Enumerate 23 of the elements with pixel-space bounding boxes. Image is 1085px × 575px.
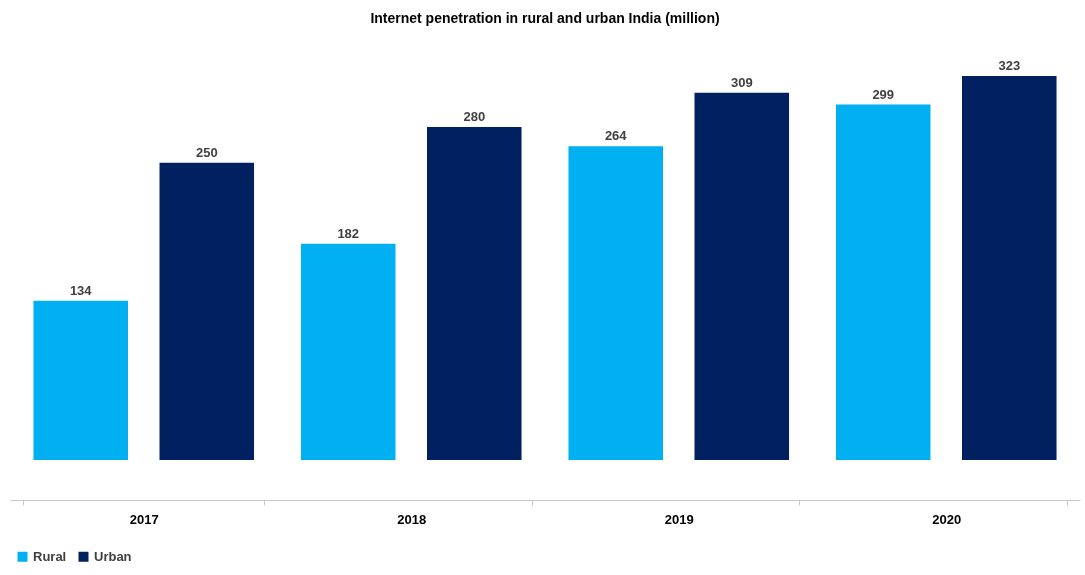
chart-title: Internet penetration in rural and urban India (million) (370, 10, 720, 26)
data-label: 134 (69, 282, 93, 298)
legend-label: Urban (94, 548, 132, 564)
x-tick-label: 2018 (397, 511, 427, 527)
bar (568, 146, 663, 460)
data-label: 323 (998, 58, 1021, 73)
data-label: 264 (604, 128, 628, 144)
x-tick-label: 2020 (932, 511, 962, 527)
x-tick-label: 2017 (129, 511, 159, 527)
bar (694, 92, 790, 460)
bar (427, 127, 522, 460)
bar (835, 104, 931, 460)
x-tick-label: 2019 (664, 511, 694, 527)
data-label: 309 (730, 74, 753, 90)
data-label: 280 (463, 109, 486, 125)
legend-label: Rural (33, 548, 67, 564)
data-label: 182 (337, 225, 360, 241)
data-label: 299 (872, 86, 895, 102)
bar (300, 243, 396, 460)
bar (33, 300, 128, 460)
data-label: 250 (195, 144, 218, 160)
bar (159, 162, 255, 460)
bar (962, 76, 1057, 460)
